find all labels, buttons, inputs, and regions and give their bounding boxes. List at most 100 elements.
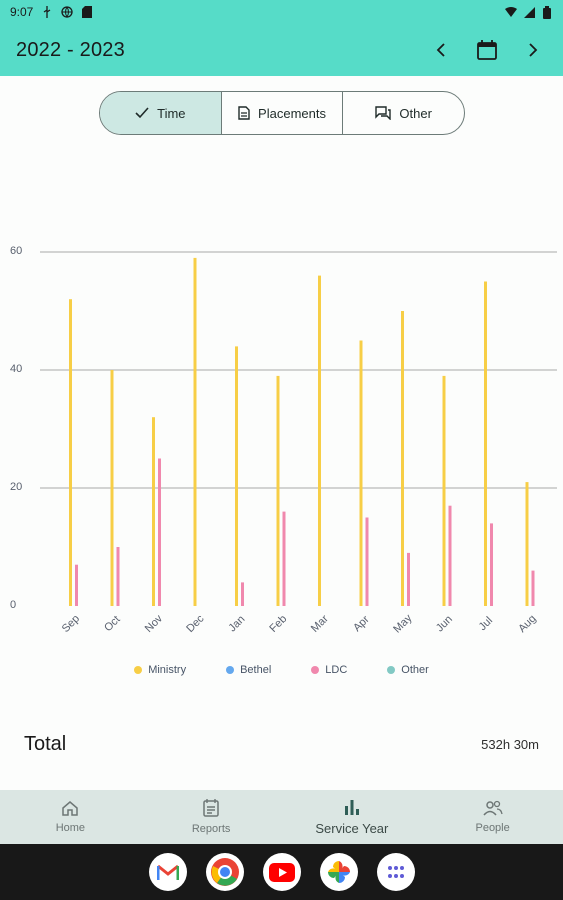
y-tick-label: 20 — [10, 481, 23, 493]
legend-item-ldc: LDC — [311, 664, 347, 676]
x-tick-label-dec: Dec — [184, 612, 207, 635]
nav-item-reports[interactable]: Reports — [141, 790, 282, 844]
bar-ministry-oct — [110, 370, 114, 606]
view-segmented-control: Time Placements Other — [99, 91, 465, 135]
chart-svg: Sep Oct Nov Dec Jan Feb Mar Apr May Jun Jul Aug — [40, 251, 557, 636]
x-tick-label-mar: Mar — [309, 613, 331, 635]
segment-other[interactable]: Other — [343, 92, 464, 134]
bar-ministry-jul — [484, 281, 487, 606]
total-value: 532h 30m — [481, 737, 539, 752]
bar-ministry-jun — [442, 375, 446, 606]
bar-ministry-sep — [69, 299, 72, 606]
bar-ministry-apr — [359, 340, 363, 606]
bar-ldc-feb — [282, 511, 286, 606]
x-tick-label-jan: Jan — [226, 613, 247, 634]
taskbar — [0, 844, 563, 900]
bar-ldc-aug — [531, 570, 535, 606]
x-tick-label-nov: Nov — [143, 612, 166, 635]
document-icon — [238, 106, 250, 120]
legend-label-other: Other — [401, 664, 429, 676]
legend-dot-ministry — [134, 666, 143, 674]
previous-year-button[interactable] — [427, 36, 455, 64]
people-icon — [483, 800, 503, 816]
bar-ministry-mar — [318, 275, 321, 606]
chat-icon — [375, 106, 392, 120]
gmail-icon[interactable] — [148, 853, 187, 891]
total-row: Total 532h 30m — [24, 733, 539, 756]
calendar-button[interactable] — [473, 36, 501, 64]
bar-chart-icon — [344, 799, 359, 815]
status-time: 9:07 — [10, 5, 34, 19]
photos-icon[interactable] — [319, 853, 358, 891]
bar-ministry-nov — [152, 417, 155, 606]
total-label: Total — [24, 733, 67, 755]
legend-label-ldc: LDC — [325, 664, 348, 676]
youtube-icon[interactable] — [262, 853, 301, 891]
bar-ministry-aug — [525, 482, 529, 606]
x-tick-label-may: May — [391, 612, 415, 636]
calendar-icon — [477, 40, 497, 60]
bar-ministry-dec — [193, 257, 197, 606]
globe-icon — [61, 6, 74, 18]
x-tick-label-jun: Jun — [434, 613, 455, 634]
page-title: 2022 - 2023 — [16, 38, 125, 61]
bar-ministry-feb — [276, 375, 280, 606]
nav-item-service-year[interactable]: Service Year — [282, 790, 423, 844]
legend-item-ministry: Ministry — [134, 664, 186, 676]
legend-dot-ldc — [311, 666, 320, 674]
chrome-icon[interactable] — [205, 853, 244, 891]
bar-ldc-jun — [448, 505, 452, 606]
y-tick-label: 0 — [10, 599, 17, 611]
wifi-icon — [505, 6, 517, 18]
legend-label-ministry: Ministry — [148, 664, 187, 676]
status-bar: 9:07 — [0, 0, 563, 24]
nav-item-people[interactable]: People — [422, 790, 563, 844]
y-tick-label: 60 — [10, 245, 23, 257]
bar-ldc-sep — [75, 564, 78, 606]
signal-icon — [523, 6, 535, 18]
x-tick-label-apr: Apr — [351, 613, 372, 634]
x-tick-label-oct: Oct — [102, 614, 123, 635]
legend-label-bethel: Bethel — [240, 664, 272, 676]
usb-icon — [41, 6, 53, 18]
bar-ministry-may — [401, 311, 404, 606]
home-icon — [62, 801, 79, 816]
nav-label-people: People — [475, 822, 510, 834]
chart-legend: Ministry Bethel LDC Other — [0, 664, 563, 676]
x-tick-label-sep: Sep — [60, 613, 82, 635]
legend-dot-bethel — [226, 666, 235, 674]
segment-placements[interactable]: Placements — [222, 92, 344, 134]
app-bar: 2022 - 2023 — [0, 24, 563, 76]
legend-item-other: Other — [387, 664, 429, 676]
next-year-button[interactable] — [519, 36, 547, 64]
sd-card-icon — [81, 6, 93, 18]
reports-icon — [203, 799, 219, 817]
chevron-right-icon — [529, 43, 538, 57]
check-icon — [135, 107, 149, 119]
nav-label-service-year: Service Year — [315, 820, 389, 836]
legend-dot-other — [387, 666, 396, 674]
legend-item-bethel: Bethel — [226, 664, 271, 676]
bar-ministry-jan — [235, 346, 238, 606]
bar-ldc-jan — [241, 582, 244, 606]
x-tick-label-aug: Aug — [516, 613, 538, 635]
bar-ldc-apr — [365, 517, 369, 606]
bar-ldc-oct — [116, 547, 120, 606]
x-tick-label-feb: Feb — [267, 613, 289, 635]
segment-time-label: Time — [157, 105, 186, 121]
battery-icon — [541, 5, 553, 19]
app-drawer-icon[interactable] — [376, 853, 415, 891]
chevron-left-icon — [436, 43, 445, 57]
nav-item-home[interactable]: Home — [0, 790, 141, 844]
service-year-chart: Sep Oct Nov Dec Jan Feb Mar Apr May Jun Jul Aug 0 20… — [0, 230, 563, 650]
segment-placements-label: Placements — [258, 105, 326, 121]
x-tick-label-jul: Jul — [477, 615, 495, 633]
bar-ldc-nov — [158, 458, 161, 606]
nav-label-reports: Reports — [191, 823, 231, 835]
bar-ldc-jul — [490, 523, 493, 606]
y-tick-label: 40 — [10, 363, 23, 375]
nav-label-home: Home — [55, 822, 86, 834]
bottom-navigation: Home Reports Service Year People — [0, 790, 563, 844]
segment-time[interactable]: Time — [100, 92, 222, 134]
bar-ldc-may — [407, 552, 410, 606]
